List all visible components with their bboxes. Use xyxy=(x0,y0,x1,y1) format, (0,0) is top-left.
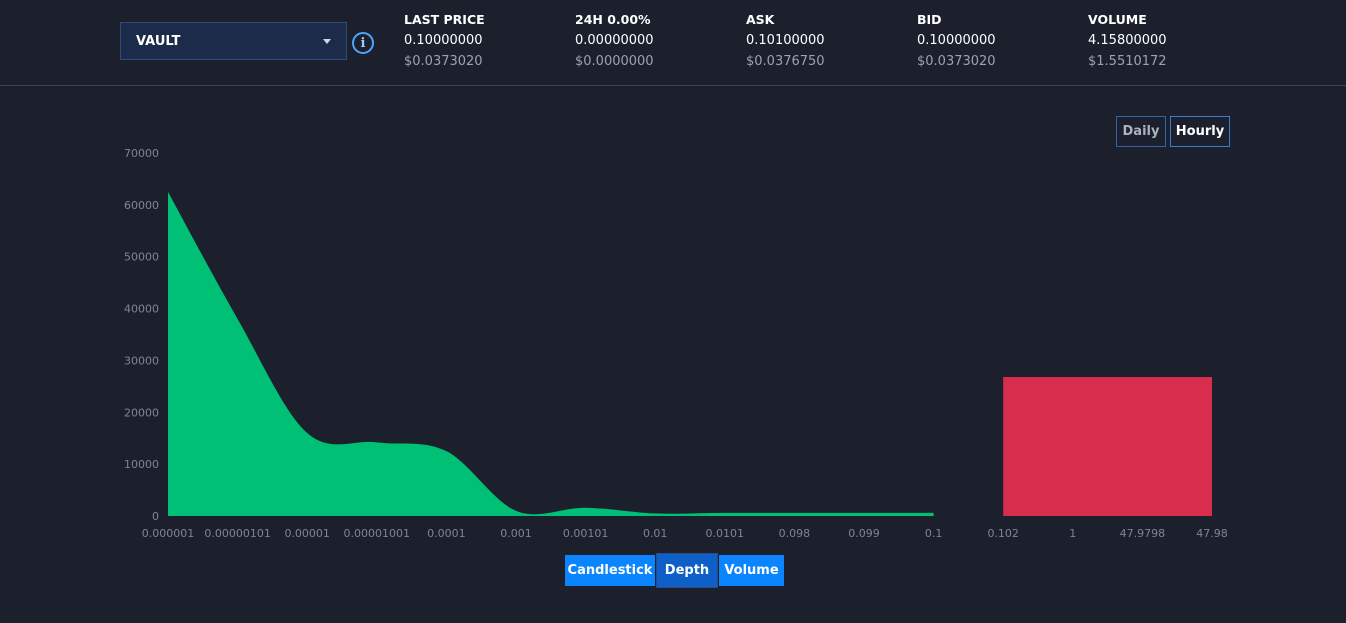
stat-usd-value: $0.0000000 xyxy=(575,54,654,69)
stat-label: 24H 0.00% xyxy=(575,12,651,27)
stat-usd-value: $0.0376750 xyxy=(746,54,825,69)
y-tick-label: 0 xyxy=(152,510,159,523)
y-tick-label: 10000 xyxy=(124,458,159,471)
stat-usd-value: $1.5510172 xyxy=(1088,54,1167,69)
y-tick-label: 70000 xyxy=(124,147,159,160)
y-tick-label: 20000 xyxy=(124,406,159,419)
stat-label: ASK xyxy=(746,12,775,27)
x-tick-label: 0.00101 xyxy=(563,527,609,540)
chevron-down-icon xyxy=(323,39,331,44)
x-tick-label: 0.102 xyxy=(987,527,1019,540)
stat-bid: BID 0.10000000 $0.0373020 xyxy=(917,13,1077,70)
tab-volume[interactable]: Volume xyxy=(719,555,784,586)
x-tick-label: 0.0001 xyxy=(427,527,466,540)
y-tick-label: 30000 xyxy=(124,354,159,367)
stat-volume: VOLUME 4.15800000 $1.5510172 xyxy=(1088,13,1248,70)
x-tick-label: 1 xyxy=(1069,527,1076,540)
stat-label: BID xyxy=(917,12,942,27)
ask-depth-area xyxy=(1003,377,1212,516)
x-tick-label: 0.00001001 xyxy=(344,527,410,540)
x-tick-label: 0.00001 xyxy=(284,527,330,540)
tab-candlestick[interactable]: Candlestick xyxy=(565,555,655,586)
x-tick-label: 47.98 xyxy=(1196,527,1228,540)
daily-button[interactable]: Daily xyxy=(1116,116,1166,147)
y-tick-label: 50000 xyxy=(124,251,159,264)
x-tick-label: 0.00000101 xyxy=(204,527,270,540)
stat-label: LAST PRICE xyxy=(404,12,485,27)
x-tick-label: 0.01 xyxy=(643,527,668,540)
x-tick-label: 0.099 xyxy=(848,527,880,540)
x-tick-label: 47.9798 xyxy=(1120,527,1166,540)
tab-depth[interactable]: Depth xyxy=(656,553,718,588)
x-tick-label: 0.098 xyxy=(779,527,811,540)
stat-value: 0.00000000 xyxy=(575,33,654,48)
stat-label: VOLUME xyxy=(1088,12,1147,27)
x-tick-label: 0.1 xyxy=(925,527,943,540)
bid-depth-area xyxy=(168,191,934,516)
stat-24h-change: 24H 0.00% 0.00000000 $0.0000000 xyxy=(575,13,735,70)
stat-last-price: LAST PRICE 0.10000000 $0.0373020 xyxy=(404,13,564,70)
stat-ask: ASK 0.10100000 $0.0376750 xyxy=(746,13,906,70)
stat-value: 0.10000000 xyxy=(917,33,996,48)
stat-value: 4.15800000 xyxy=(1088,33,1167,48)
hourly-button[interactable]: Hourly xyxy=(1170,116,1230,147)
stat-usd-value: $0.0373020 xyxy=(917,54,996,69)
x-tick-label: 0.001 xyxy=(500,527,532,540)
x-tick-label: 0.0101 xyxy=(706,527,745,540)
x-tick-label: 0.000001 xyxy=(142,527,195,540)
market-dropdown-value: VAULT xyxy=(136,33,181,49)
y-tick-label: 40000 xyxy=(124,303,159,316)
market-dropdown[interactable]: VAULT xyxy=(120,22,347,60)
stat-value: 0.10000000 xyxy=(404,33,483,48)
stat-usd-value: $0.0373020 xyxy=(404,54,483,69)
y-tick-label: 60000 xyxy=(124,199,159,212)
market-header: VAULT i LAST PRICE 0.10000000 $0.0373020… xyxy=(0,0,1346,86)
stat-value: 0.10100000 xyxy=(746,33,825,48)
info-icon[interactable]: i xyxy=(352,32,374,54)
